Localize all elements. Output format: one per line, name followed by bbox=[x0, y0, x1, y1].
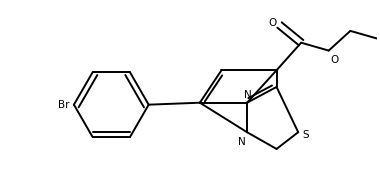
Text: O: O bbox=[331, 55, 339, 65]
Text: Br: Br bbox=[59, 100, 70, 110]
Text: N: N bbox=[238, 137, 246, 147]
Text: N: N bbox=[244, 90, 252, 100]
Text: S: S bbox=[303, 130, 309, 140]
Text: O: O bbox=[268, 18, 277, 28]
